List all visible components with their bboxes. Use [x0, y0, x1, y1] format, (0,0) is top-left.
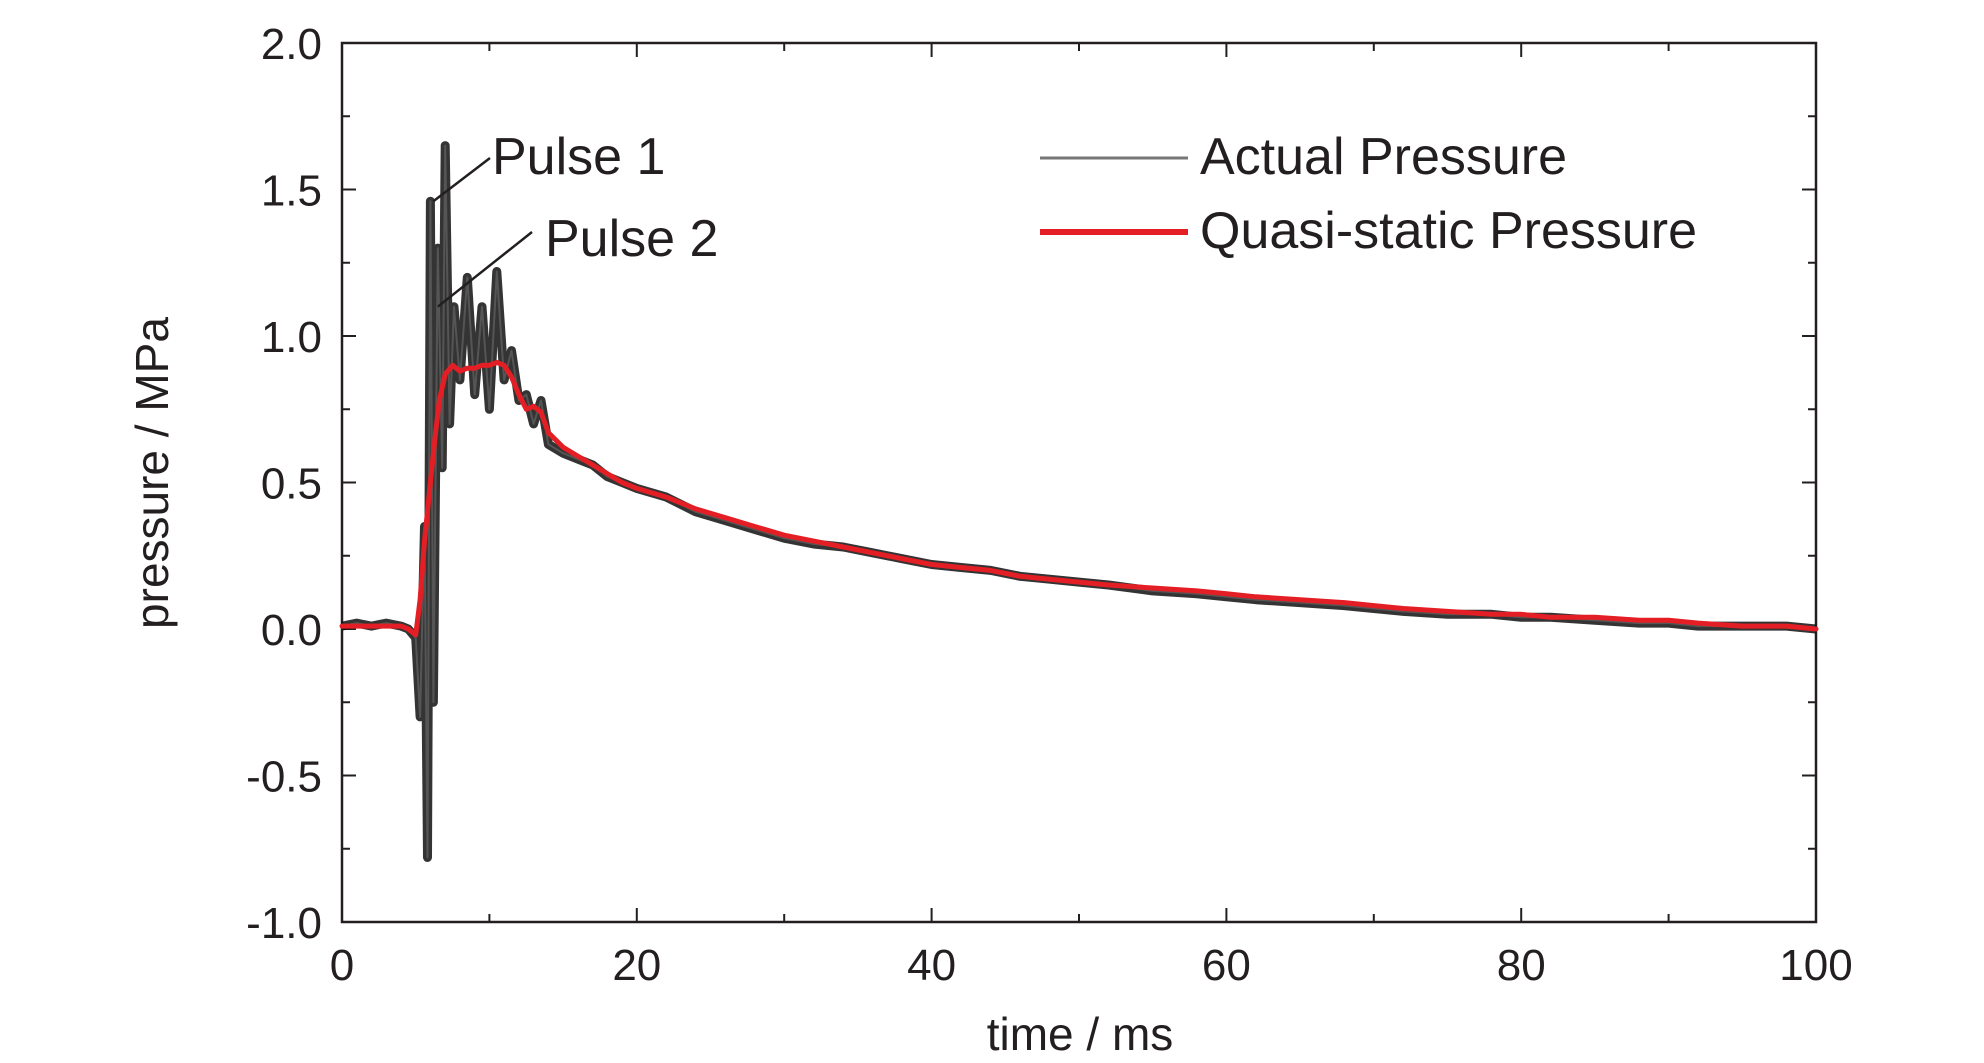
x-tick-label: 60	[1202, 941, 1251, 990]
x-tick-label: 0	[330, 941, 354, 990]
x-tick-label: 20	[612, 941, 661, 990]
x-tick-label: 100	[1779, 941, 1852, 990]
legend: Actual Pressure Quasi-static Pressure	[1040, 128, 1697, 260]
series-lines	[339, 141, 1819, 862]
y-tick-label: 1.0	[261, 313, 322, 362]
y-tick-label: -1.0	[246, 899, 322, 948]
axis-ticks: 0 20 40 60 80 100 -1.0 -0.5 0.0 0.5 1.0 1.5 2.0	[246, 20, 1853, 990]
y-tick-label: 0.5	[261, 460, 322, 509]
annotation-leader-line	[432, 157, 491, 203]
x-axis-title: time / ms	[987, 1008, 1174, 1060]
annotation-label: Pulse 1	[492, 128, 665, 186]
y-tick-label: 0.0	[261, 606, 322, 655]
legend-label: Actual Pressure	[1200, 128, 1567, 186]
y-tick-label: -0.5	[246, 753, 322, 802]
annotation-leader-line	[437, 231, 533, 308]
annotation-label: Pulse 2	[545, 210, 718, 268]
y-tick-label: 2.0	[261, 20, 322, 69]
x-tick-label: 80	[1497, 941, 1546, 990]
series-quasi-static-pressure-line	[339, 359, 1819, 638]
x-tick-label: 40	[907, 941, 956, 990]
annotations: Pulse 1 Pulse 2	[432, 128, 718, 308]
legend-label: Quasi-static Pressure	[1200, 202, 1697, 260]
y-axis-title: pressure / MPa	[126, 317, 178, 629]
y-tick-label: 1.5	[261, 167, 322, 216]
